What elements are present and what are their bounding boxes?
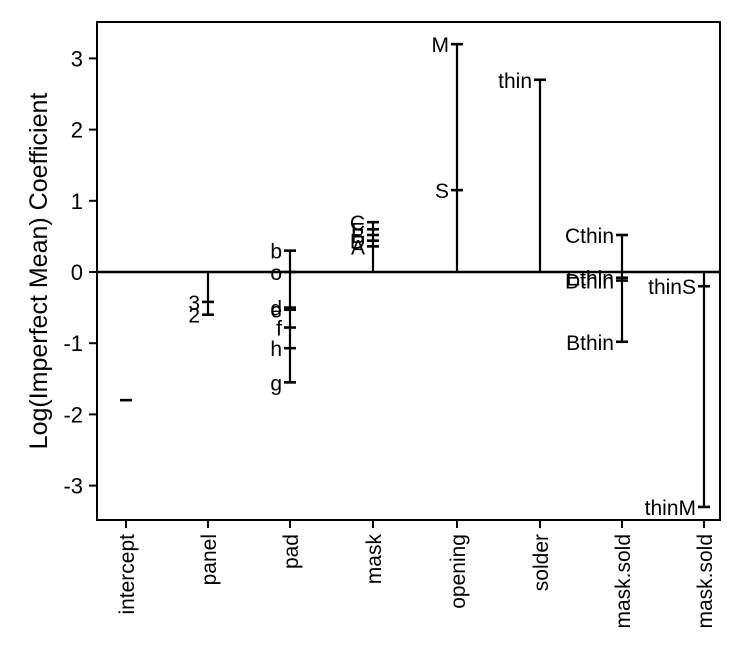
coefficient-label: Bthin [566,332,614,355]
coefficient-label: 2 [188,305,200,328]
y-tick-label: 3 [71,46,83,71]
y-axis: -3 -2 -1 0 1 2 3 [63,46,97,499]
y-tick-label: 2 [71,118,83,143]
coefficient-label: g [270,372,282,395]
x-category-label: mask.sold [612,534,635,629]
x-category-label: panel [198,534,221,585]
y-tick-label: -3 [63,474,83,499]
coefficient-label: A [351,236,365,259]
coefficient-label: thin [498,70,532,93]
coefficient-label: Dthin [565,271,614,294]
coefficient-label: M [432,34,450,57]
x-category-label: solder [530,534,553,591]
y-tick-label: 0 [71,260,83,285]
coefficient-label: b [270,241,282,264]
y-axis-label: Log(Imperfect Mean) Coefficient [25,93,53,450]
coefficient-label: Cthin [565,225,614,248]
coefficient-group: 32 [188,272,214,328]
coefficient-label: E [351,219,365,242]
coefficient-label: d [270,298,282,321]
coefficient-label: h [270,338,282,361]
x-category-label: opening [447,534,470,609]
x-category-label: mask [363,534,386,585]
coefficient-label: S [435,180,449,203]
coefficient-label: thinS [648,276,696,299]
coefficient-label: Ethin [566,268,614,291]
coefficient-group: MS [432,34,463,272]
coefficient-label: e [270,300,282,323]
x-category-label: mask.sold [694,534,717,629]
x-category-label: pad [280,534,303,569]
y-tick-label: -1 [63,331,83,356]
coefficient-group: thinS thinM [645,272,710,520]
coefficient-label: C [350,212,365,235]
y-tick-label: -2 [63,402,83,427]
coefficient-label: D [350,231,365,254]
x-category-label: intercept [116,534,139,615]
x-axis: intercept panel pad mask opening solder mask.s… [116,520,717,629]
coefficient-label: o [270,262,282,285]
coefficient-group: thin [498,70,546,272]
chart-marks: 32bodefhgCEBDAMSthinCthinEthinDthinBthin… [120,34,710,520]
coefficient-label: 3 [188,292,200,315]
coefficient-label: f [276,318,282,341]
coefficient-label: thinM [645,497,696,520]
y-tick-label: 1 [71,189,83,214]
coefficient-label: B [351,225,365,248]
